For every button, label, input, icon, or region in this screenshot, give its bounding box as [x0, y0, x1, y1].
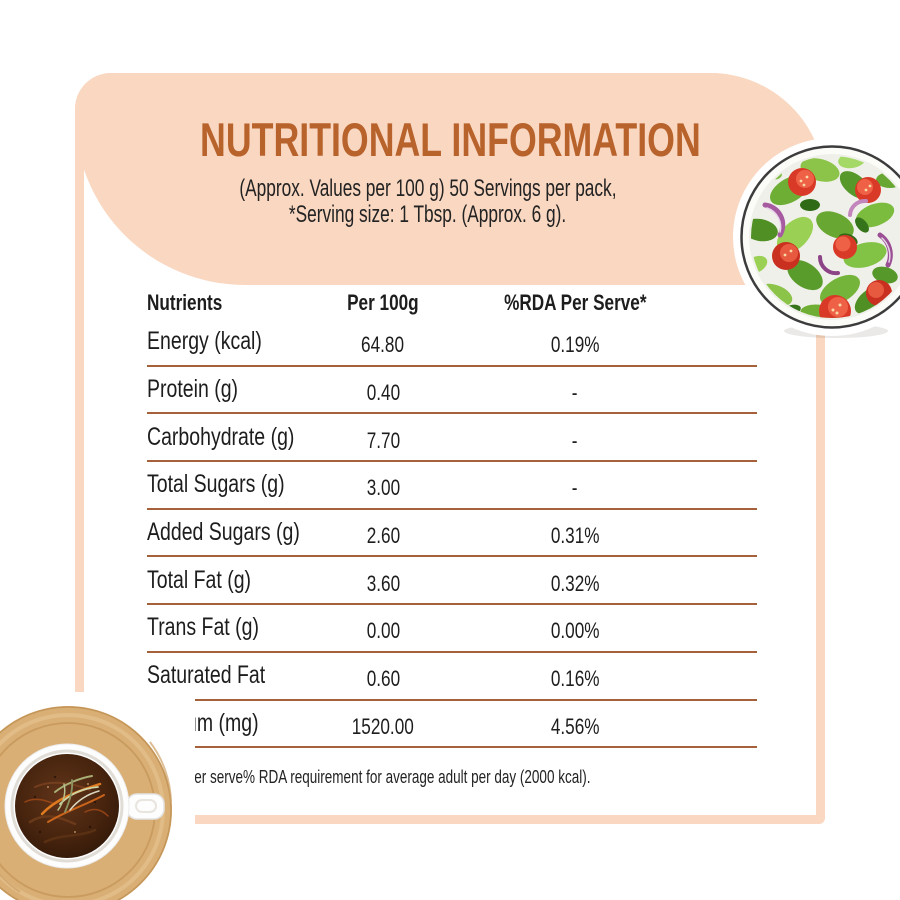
table-row: Total Sugars (g) 3.00 - — [147, 462, 757, 510]
soup-cup-photo — [0, 692, 195, 900]
table-row: Saturated Fat 0.60 0.16% — [147, 653, 757, 701]
per-100g-value: 0.60 — [366, 666, 400, 692]
rda-value: 0.32% — [550, 570, 600, 596]
per-100g-value: 1520.00 — [351, 713, 415, 739]
rda-value: 0.00% — [550, 618, 600, 644]
table-row: Energy (kcal) 64.80 0.19% — [147, 319, 757, 367]
table-row: Protein (g) 0.40 - — [147, 367, 757, 415]
footnote: *Per serve% RDA requirement for average … — [180, 765, 727, 789]
per-100g-value: 2.60 — [366, 523, 400, 549]
table-body: Energy (kcal) 64.80 0.19% Protein (g) 0.40- C… — [147, 319, 757, 749]
nutrient-name: Protein (g) — [147, 375, 239, 404]
per-100g-value: 0.00 — [366, 618, 400, 644]
page-title-text: NUTRITIONAL INFORMATION — [199, 113, 701, 166]
col-header-rda: %RDA Per Serve* — [503, 289, 647, 315]
per-100g-value: 0.40 — [366, 380, 400, 406]
rda-value: 0.31% — [550, 523, 600, 549]
page-title: NUTRITIONAL INFORMATION — [75, 114, 825, 178]
nutrient-name: Added Sugars (g) — [147, 518, 300, 547]
nutrient-name: Total Sugars (g) — [147, 470, 285, 499]
table-row: Total Fat (g) 3.60 0.32% — [147, 557, 757, 606]
rda-value: 0.16% — [550, 666, 600, 692]
per-100g-value: 64.80 — [361, 332, 405, 358]
rda-value: 4.56% — [550, 713, 600, 739]
col-header-nutrients: Nutrients — [147, 289, 223, 315]
per-100g-value: 3.60 — [366, 570, 400, 596]
serving-info-line1: (Approx. Values per 100 g) 50 Servings p… — [238, 175, 617, 202]
nutrient-name: Total Fat (g) — [147, 565, 252, 594]
table-row: Added Sugars (g) 2.60 0.31% — [147, 510, 757, 558]
nutrient-name: Saturated Fat — [147, 661, 266, 690]
nutrient-name: Energy (kcal) — [147, 327, 262, 356]
rda-value: - — [572, 427, 578, 453]
rda-value: - — [572, 475, 578, 501]
header-peach-block — [75, 73, 825, 285]
per-100g-value: 3.00 — [366, 475, 400, 501]
rda-value: - — [572, 380, 578, 406]
rda-value: 0.19% — [550, 332, 600, 358]
nutrient-name: Trans Fat (g) — [147, 613, 259, 642]
nutrition-table: Nutrients Per 100g %RDA Per Serve* Energ… — [147, 286, 757, 749]
salad-bowl-photo — [733, 138, 900, 338]
table-row: Carbohydrate (g) 7.70 - — [147, 414, 757, 463]
serving-info-line2: *Serving size: 1 Tbsp. (Approx. 6 g). — [288, 201, 567, 228]
footnote-text: *Per serve% RDA requirement for average … — [180, 767, 591, 787]
table-row: Trans Fat (g) 0.00 0.00% — [147, 605, 757, 653]
col-header-per-100g: Per 100g — [347, 289, 419, 315]
serving-info: (Approx. Values per 100 g) 50 Servings p… — [75, 176, 780, 228]
table-row: Sodium (mg) 1520.00 4.56% — [147, 701, 757, 749]
tomato-pieces — [772, 168, 892, 318]
per-100g-value: 7.70 — [366, 427, 400, 453]
nutrient-name: Carbohydrate (g) — [147, 422, 295, 451]
table-header-row: Nutrients Per 100g %RDA Per Serve* — [147, 286, 757, 319]
